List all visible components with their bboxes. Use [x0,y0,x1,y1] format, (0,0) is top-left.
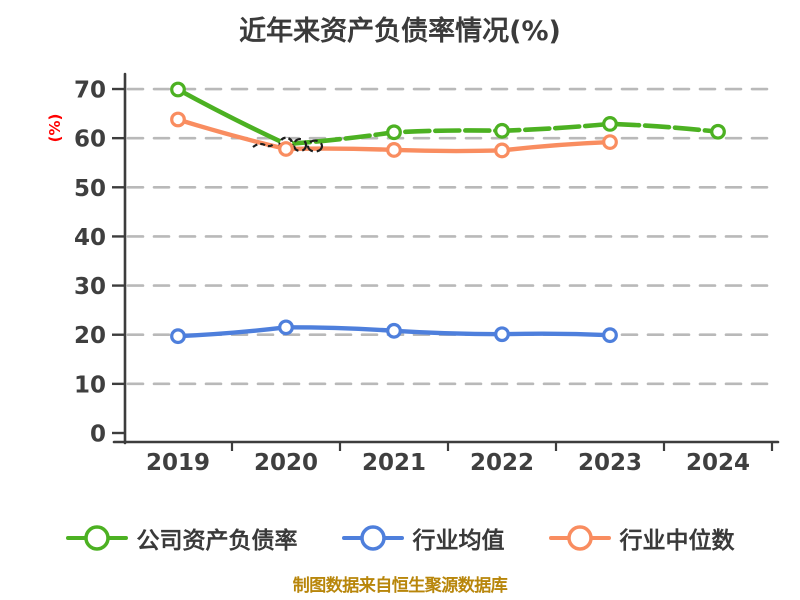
data-point [170,81,186,98]
sketch-ring [306,139,324,153]
legend-label-industry-median: 行业中位数 [619,528,735,554]
chart-title: 近年来资产负债率情况(%) [239,16,561,47]
y-axis-unit-label: (%) [46,114,64,143]
data-point [386,322,402,339]
y-tick-label: 10 [74,372,106,398]
data-point [602,327,618,344]
y-tick-label: 70 [74,78,106,104]
series-line-company [175,87,289,147]
data-point [386,142,402,158]
legend: 公司资产负债率 行业均值 行业中位数 [0,518,800,558]
data-point [278,319,294,336]
y-tick-label: 60 [74,127,106,153]
x-tick-label: 2022 [470,450,534,476]
y-tick-label: 50 [74,176,106,202]
legend-item-industry-median: 行业中位数 [548,521,735,555]
data-point [386,124,402,141]
y-tick-label: 0 [90,422,106,448]
data-point [494,122,510,139]
x-tick-label: 2023 [578,450,642,476]
plot-area: 0 10 20 30 40 50 60 70 2019 2020 2021 2022 2023 2024 (… [46,72,780,476]
sketch-ring [292,137,308,153]
data-points [170,81,726,345]
legend-marker-company-ratio-icon [65,525,128,551]
x-tick-label: 2024 [686,450,750,476]
legend-marker-industry-median-icon [548,525,611,551]
y-tick-label: 40 [74,225,106,251]
data-point [170,328,186,345]
sketch-artifacts [252,137,324,153]
sketch-squiggle [252,142,276,148]
y-tick-label: 20 [74,323,106,349]
data-source-note: 制图数据来自恒生聚源数据库 [292,576,508,596]
x-tick-label: 2021 [362,450,426,476]
series-lines [175,87,721,339]
legend-label-company-ratio: 公司资产负债率 [136,528,298,554]
data-point [494,326,510,343]
axes: 0 10 20 30 40 50 60 70 2019 2020 2021 2022 2023 2024 (… [46,72,780,476]
x-tick-label: 2019 [146,450,210,476]
x-tick-label: 2020 [254,450,318,476]
y-tick-label: 30 [74,274,106,300]
data-point [710,123,726,140]
data-point [278,141,294,157]
data-point [602,134,618,150]
legend-marker-industry-mean-icon [341,525,404,551]
data-point [494,142,510,159]
legend-label-industry-mean: 行业均值 [412,528,505,554]
legend-item-company-ratio: 公司资产负债率 [65,521,298,555]
legend-item-industry-mean: 行业均值 [341,521,505,555]
data-point [602,116,618,132]
data-point [170,111,186,128]
